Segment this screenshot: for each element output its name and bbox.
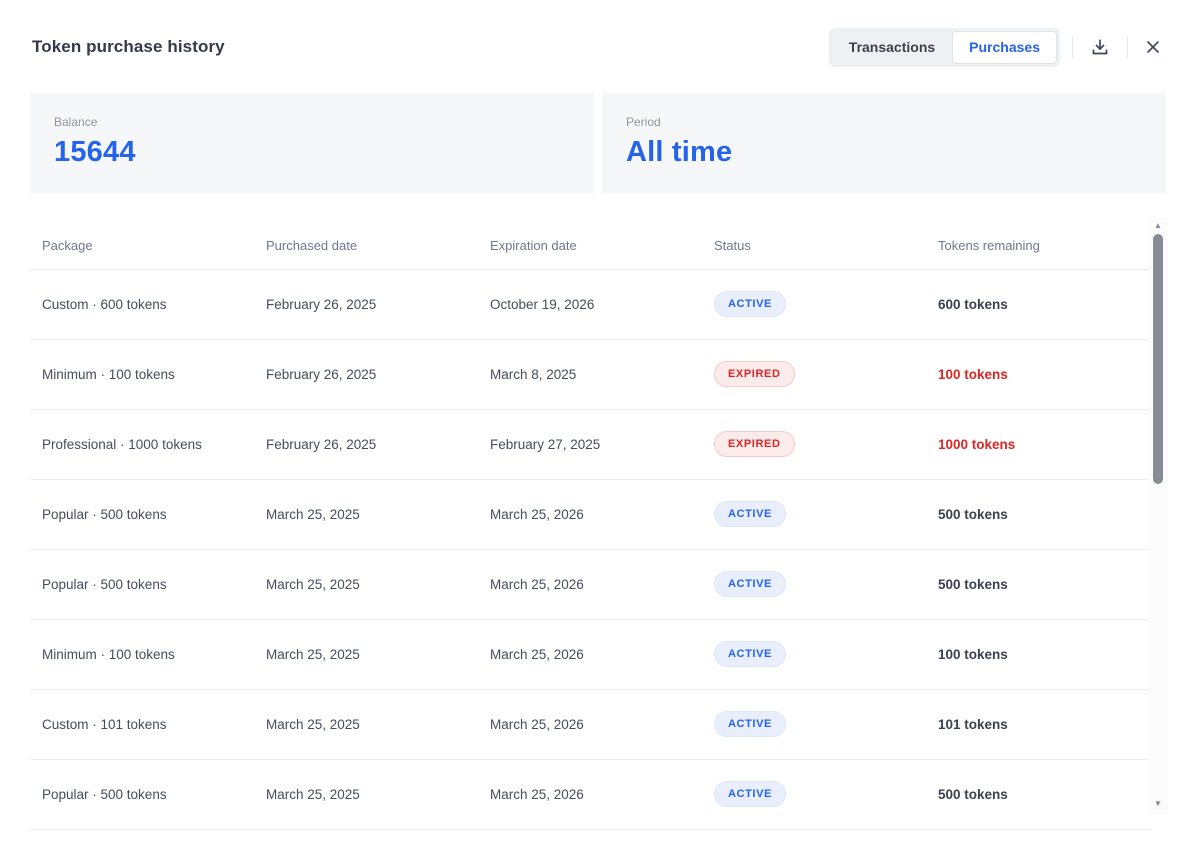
table-body: Custom · 600 tokens February 26, 2025 Octo… — [30, 270, 1150, 830]
period-value: All time — [626, 135, 733, 168]
column-header-expiration-date: Expiration date — [490, 238, 577, 254]
status-cell: ACTIVE — [702, 291, 926, 318]
tokens-remaining-cell: 500 tokens — [938, 576, 1008, 592]
table-row: Popular · 500 tokens March 25, 2025 March … — [30, 550, 1150, 620]
tokens-remaining-cell: 100 tokens — [938, 646, 1008, 662]
status-badge: ACTIVE — [714, 711, 786, 738]
status-badge: ACTIVE — [714, 291, 786, 318]
purchases-table: Package Purchased date Expiration date S… — [30, 223, 1150, 830]
status-badge: ACTIVE — [714, 571, 786, 598]
purchased-date-cell: March 25, 2025 — [266, 716, 360, 732]
table-row: Professional · 1000 tokens February 26, 2… — [30, 410, 1150, 480]
period-card[interactable]: Period All time — [602, 92, 1166, 193]
balance-label: Balance — [54, 114, 98, 129]
expiration-date-cell: March 8, 2025 — [490, 366, 577, 382]
table-header-row: Package Purchased date Expiration date S… — [30, 223, 1150, 270]
status-cell: ACTIVE — [702, 641, 926, 668]
expiration-date-cell: February 27, 2025 — [490, 436, 601, 452]
expiration-date-cell: March 25, 2026 — [490, 716, 584, 732]
column-header-purchased-date: Purchased date — [266, 238, 358, 254]
column-header-tokens-remaining: Tokens remaining — [938, 238, 1040, 254]
scrollbar-thumb[interactable] — [1153, 234, 1163, 484]
purchased-date-cell: February 26, 2025 — [266, 436, 377, 452]
table-row: Popular · 500 tokens March 25, 2025 March … — [30, 760, 1150, 830]
column-header-package: Package — [42, 238, 93, 254]
expiration-date-cell: March 25, 2026 — [490, 786, 584, 802]
table-row: Minimum · 100 tokens March 25, 2025 March … — [30, 620, 1150, 690]
column-header-status: Status — [714, 238, 751, 254]
table-row: Popular · 500 tokens March 25, 2025 March … — [30, 480, 1150, 550]
divider — [1072, 36, 1073, 59]
status-cell: EXPIRED — [702, 361, 926, 388]
close-icon — [1144, 38, 1162, 56]
package-cell: Popular · 500 tokens — [42, 506, 167, 522]
package-cell: Minimum · 100 tokens — [42, 646, 175, 662]
header-controls: Transactions Purchases — [828, 28, 1166, 67]
balance-value: 15644 — [54, 135, 136, 168]
expiration-date-cell: March 25, 2026 — [490, 506, 584, 522]
table-row: Minimum · 100 tokens February 26, 2025 Mar… — [30, 340, 1150, 410]
purchased-date-cell: March 25, 2025 — [266, 506, 360, 522]
status-badge: EXPIRED — [714, 431, 795, 458]
package-cell: Minimum · 100 tokens — [42, 366, 175, 382]
status-badge: EXPIRED — [714, 361, 795, 388]
summary-cards: Balance 15644 Period All time — [30, 92, 1166, 193]
divider — [1127, 36, 1128, 59]
status-badge: ACTIVE — [714, 641, 786, 668]
tokens-remaining-cell: 100 tokens — [938, 366, 1008, 382]
status-cell: ACTIVE — [702, 501, 926, 528]
dialog-header: Token purchase history Transactions Purc… — [0, 0, 1196, 93]
period-label: Period — [626, 114, 661, 129]
scroll-down-arrow[interactable]: ▼ — [1154, 798, 1162, 808]
tokens-remaining-cell: 600 tokens — [938, 296, 1008, 312]
table-row: Custom · 101 tokens March 25, 2025 March 2… — [30, 690, 1150, 760]
tokens-remaining-cell: 101 tokens — [938, 716, 1008, 732]
tokens-remaining-cell: 500 tokens — [938, 786, 1008, 802]
table-row: Custom · 600 tokens February 26, 2025 Octo… — [30, 270, 1150, 340]
page-title: Token purchase history — [32, 37, 225, 57]
status-badge: ACTIVE — [714, 781, 786, 808]
balance-card: Balance 15644 — [30, 92, 594, 193]
purchased-date-cell: February 26, 2025 — [266, 366, 377, 382]
scroll-up-arrow[interactable]: ▲ — [1154, 220, 1162, 230]
status-cell: EXPIRED — [702, 431, 926, 458]
package-cell: Popular · 500 tokens — [42, 576, 167, 592]
purchased-date-cell: March 25, 2025 — [266, 576, 360, 592]
vertical-scrollbar[interactable]: ▲ ▼ — [1148, 218, 1168, 814]
purchased-date-cell: February 26, 2025 — [266, 296, 377, 312]
download-button[interactable] — [1085, 32, 1115, 62]
tab-transactions[interactable]: Transactions — [832, 31, 952, 64]
status-cell: ACTIVE — [702, 711, 926, 738]
tab-purchases[interactable]: Purchases — [952, 31, 1057, 64]
expiration-date-cell: October 19, 2026 — [490, 296, 595, 312]
purchased-date-cell: March 25, 2025 — [266, 646, 360, 662]
close-button[interactable] — [1140, 34, 1166, 60]
tokens-remaining-cell: 1000 tokens — [938, 436, 1016, 452]
status-badge: ACTIVE — [714, 501, 786, 528]
package-cell: Custom · 101 tokens — [42, 716, 167, 732]
package-cell: Custom · 600 tokens — [42, 296, 167, 312]
purchased-date-cell: March 25, 2025 — [266, 786, 360, 802]
package-cell: Popular · 500 tokens — [42, 786, 167, 802]
package-cell: Professional · 1000 tokens — [42, 436, 202, 452]
download-icon — [1089, 36, 1111, 58]
expiration-date-cell: March 25, 2026 — [490, 576, 584, 592]
status-cell: ACTIVE — [702, 781, 926, 808]
tokens-remaining-cell: 500 tokens — [938, 506, 1008, 522]
status-cell: ACTIVE — [702, 571, 926, 598]
view-switcher: Transactions Purchases — [828, 28, 1060, 67]
expiration-date-cell: March 25, 2026 — [490, 646, 584, 662]
